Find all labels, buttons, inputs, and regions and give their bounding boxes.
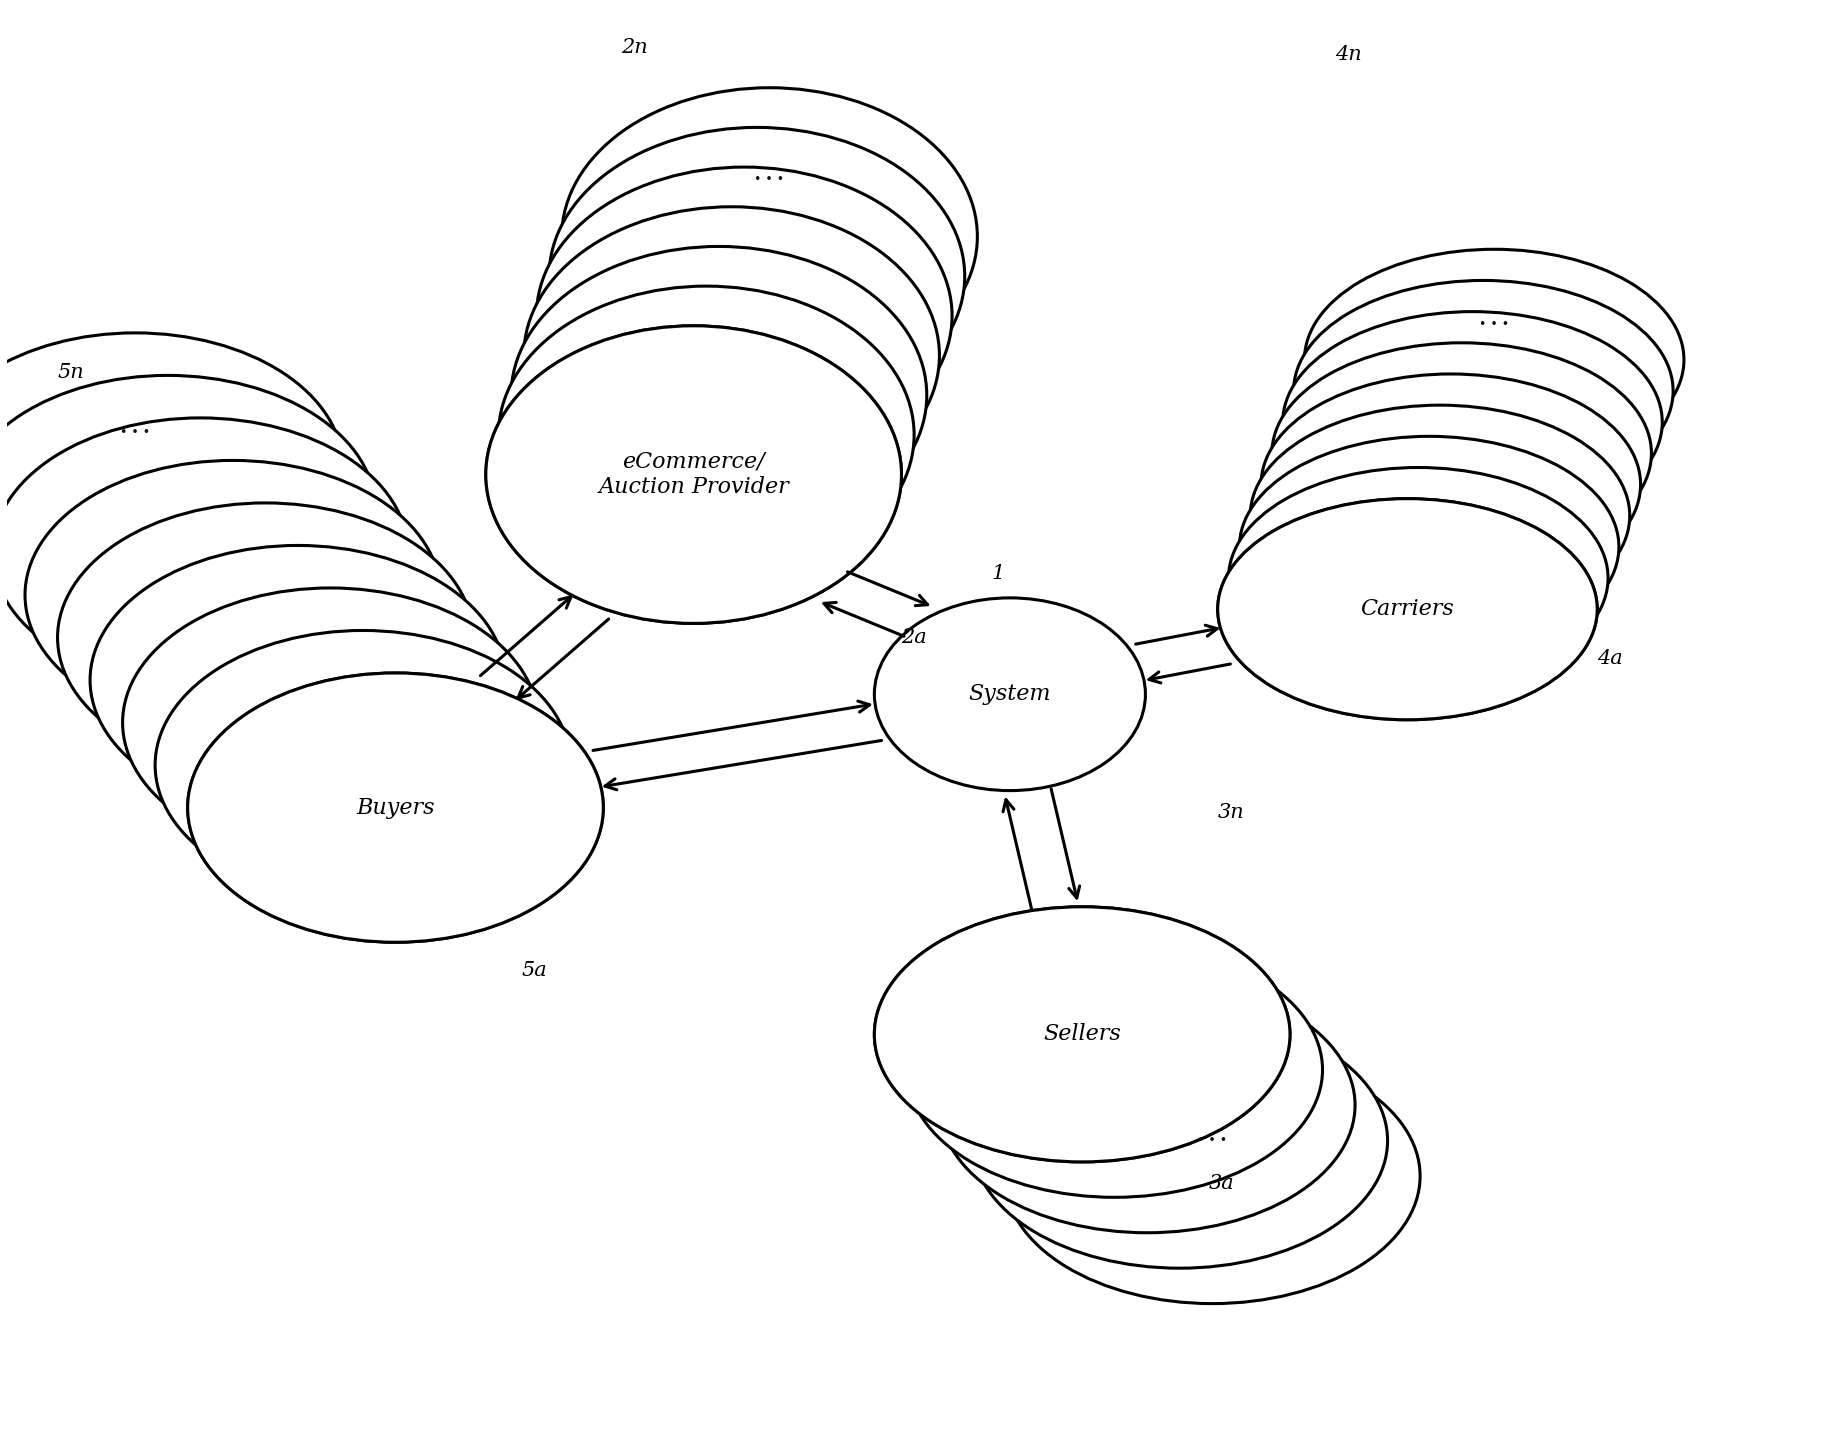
Ellipse shape — [537, 167, 952, 465]
Text: 5a: 5a — [523, 962, 548, 980]
Ellipse shape — [1240, 436, 1619, 657]
Ellipse shape — [874, 907, 1289, 1162]
Text: 1: 1 — [992, 564, 1005, 584]
Ellipse shape — [1262, 373, 1641, 595]
Ellipse shape — [25, 461, 441, 730]
Ellipse shape — [512, 246, 927, 544]
Ellipse shape — [155, 631, 570, 900]
Ellipse shape — [0, 333, 342, 602]
Text: Carriers: Carriers — [1360, 598, 1455, 620]
Text: • • •: • • • — [120, 425, 151, 438]
Text: 2a: 2a — [901, 628, 927, 647]
Ellipse shape — [1304, 249, 1684, 471]
Text: Sellers: Sellers — [1043, 1023, 1122, 1046]
Ellipse shape — [188, 673, 603, 942]
Ellipse shape — [972, 1013, 1388, 1268]
Ellipse shape — [1218, 498, 1597, 720]
Ellipse shape — [907, 942, 1322, 1198]
Ellipse shape — [122, 588, 539, 857]
Ellipse shape — [874, 907, 1289, 1162]
Text: Buyers: Buyers — [357, 797, 435, 819]
Ellipse shape — [1005, 1049, 1420, 1304]
Ellipse shape — [188, 673, 603, 942]
Text: 4a: 4a — [1597, 650, 1623, 668]
Ellipse shape — [874, 598, 1145, 790]
Ellipse shape — [486, 326, 901, 624]
Ellipse shape — [561, 87, 978, 385]
Text: 5n: 5n — [58, 363, 84, 382]
Ellipse shape — [486, 326, 901, 624]
Text: 2n: 2n — [621, 37, 648, 57]
Ellipse shape — [1271, 343, 1652, 564]
Ellipse shape — [524, 206, 940, 504]
Ellipse shape — [89, 545, 506, 814]
Ellipse shape — [1293, 280, 1673, 501]
Text: System: System — [969, 683, 1051, 705]
Text: 3a: 3a — [1209, 1173, 1235, 1192]
Ellipse shape — [0, 375, 375, 644]
Text: • • •: • • • — [754, 173, 785, 186]
Text: eCommerce/
Auction Provider: eCommerce/ Auction Provider — [599, 451, 788, 498]
Ellipse shape — [0, 418, 408, 687]
Ellipse shape — [1282, 312, 1663, 532]
Ellipse shape — [550, 127, 965, 425]
Ellipse shape — [1218, 498, 1597, 720]
Text: • • •: • • • — [1479, 318, 1510, 331]
Ellipse shape — [499, 286, 914, 584]
Ellipse shape — [940, 977, 1355, 1232]
Ellipse shape — [58, 502, 473, 773]
Text: 3n: 3n — [1218, 803, 1244, 821]
Text: • • •: • • • — [1196, 1135, 1227, 1148]
Ellipse shape — [1251, 405, 1630, 627]
Text: 4n: 4n — [1335, 44, 1362, 63]
Ellipse shape — [1229, 468, 1608, 688]
